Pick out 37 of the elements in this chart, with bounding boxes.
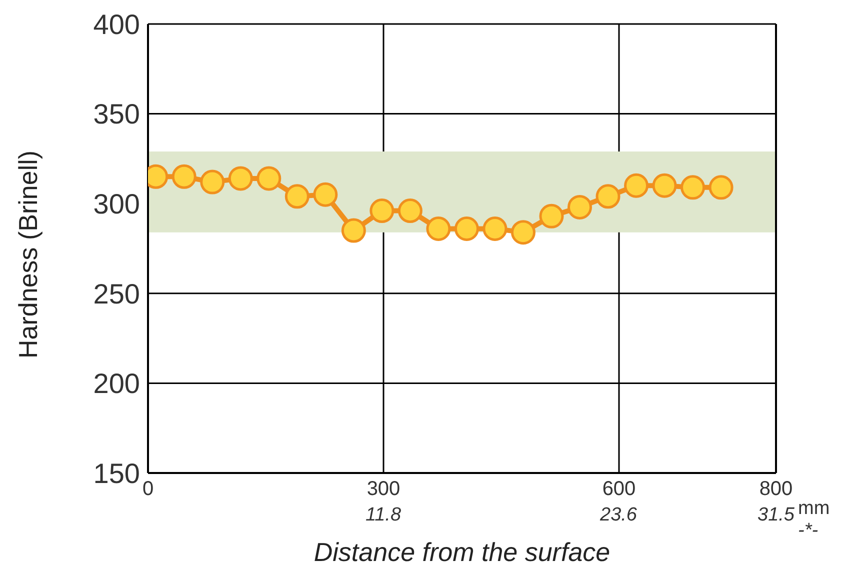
x2-tick-label: 31.5 — [758, 504, 795, 526]
text: -*- — [798, 520, 818, 542]
point — [624, 173, 649, 198]
y-tick-label: 400 — [93, 8, 140, 40]
point — [596, 184, 620, 209]
x-tick-label: 300 — [366, 478, 400, 500]
x-tick-label: 0 — [142, 478, 154, 500]
point — [652, 173, 677, 198]
point — [313, 182, 338, 207]
x-tick-label: 600 — [602, 478, 636, 500]
x-axis-title: Distance from the surface — [314, 537, 610, 567]
point — [568, 194, 592, 220]
point — [256, 166, 282, 191]
text: mm — [798, 498, 830, 520]
y-tick-label: 150 — [93, 458, 140, 489]
point — [708, 175, 734, 200]
point — [341, 218, 366, 243]
point — [680, 175, 706, 200]
y-axis-title: Hardness (Brinell) — [13, 150, 44, 358]
x-tick-label: 800 — [759, 478, 793, 500]
point — [454, 216, 479, 241]
y-tick-label: 300 — [93, 188, 140, 220]
point — [539, 204, 564, 228]
x2-tick-label: 23.6 — [599, 504, 638, 526]
y-tick-label: 200 — [93, 368, 140, 400]
point — [370, 198, 394, 224]
point — [228, 166, 253, 191]
y-tick-label: 250 — [93, 278, 140, 310]
point — [482, 216, 508, 241]
point — [398, 198, 422, 224]
point — [172, 164, 196, 189]
point — [510, 220, 536, 245]
point — [200, 170, 225, 194]
point — [284, 184, 310, 209]
point — [426, 216, 451, 241]
y-tick-label: 350 — [93, 98, 140, 130]
x2-tick-label: 11.8 — [365, 504, 402, 526]
